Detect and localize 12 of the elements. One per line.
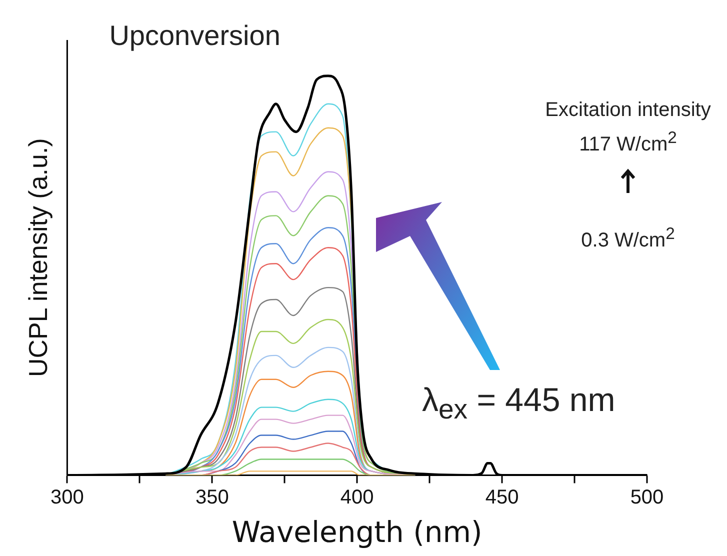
- x-tick-label: 450: [485, 486, 519, 509]
- x-tick-label: 300: [50, 486, 84, 509]
- x-tick-label: 350: [195, 486, 229, 509]
- annotation: Excitation intensity: [545, 99, 711, 121]
- annotation: 0.3 W/cm$^{2}$: [581, 224, 675, 252]
- x-tick-label: 400: [340, 486, 374, 509]
- y-axis-title: UCPL intensity (a.u.): [22, 138, 53, 378]
- x-tick-label: 500: [630, 486, 664, 509]
- text: Upconversion: [109, 20, 280, 51]
- annotation: 117 W/cm$^{2}$: [579, 128, 677, 156]
- annotation: λ$_{ex}$ = 445 nm: [422, 381, 616, 425]
- x-axis-title: Wavelength (nm): [232, 515, 482, 550]
